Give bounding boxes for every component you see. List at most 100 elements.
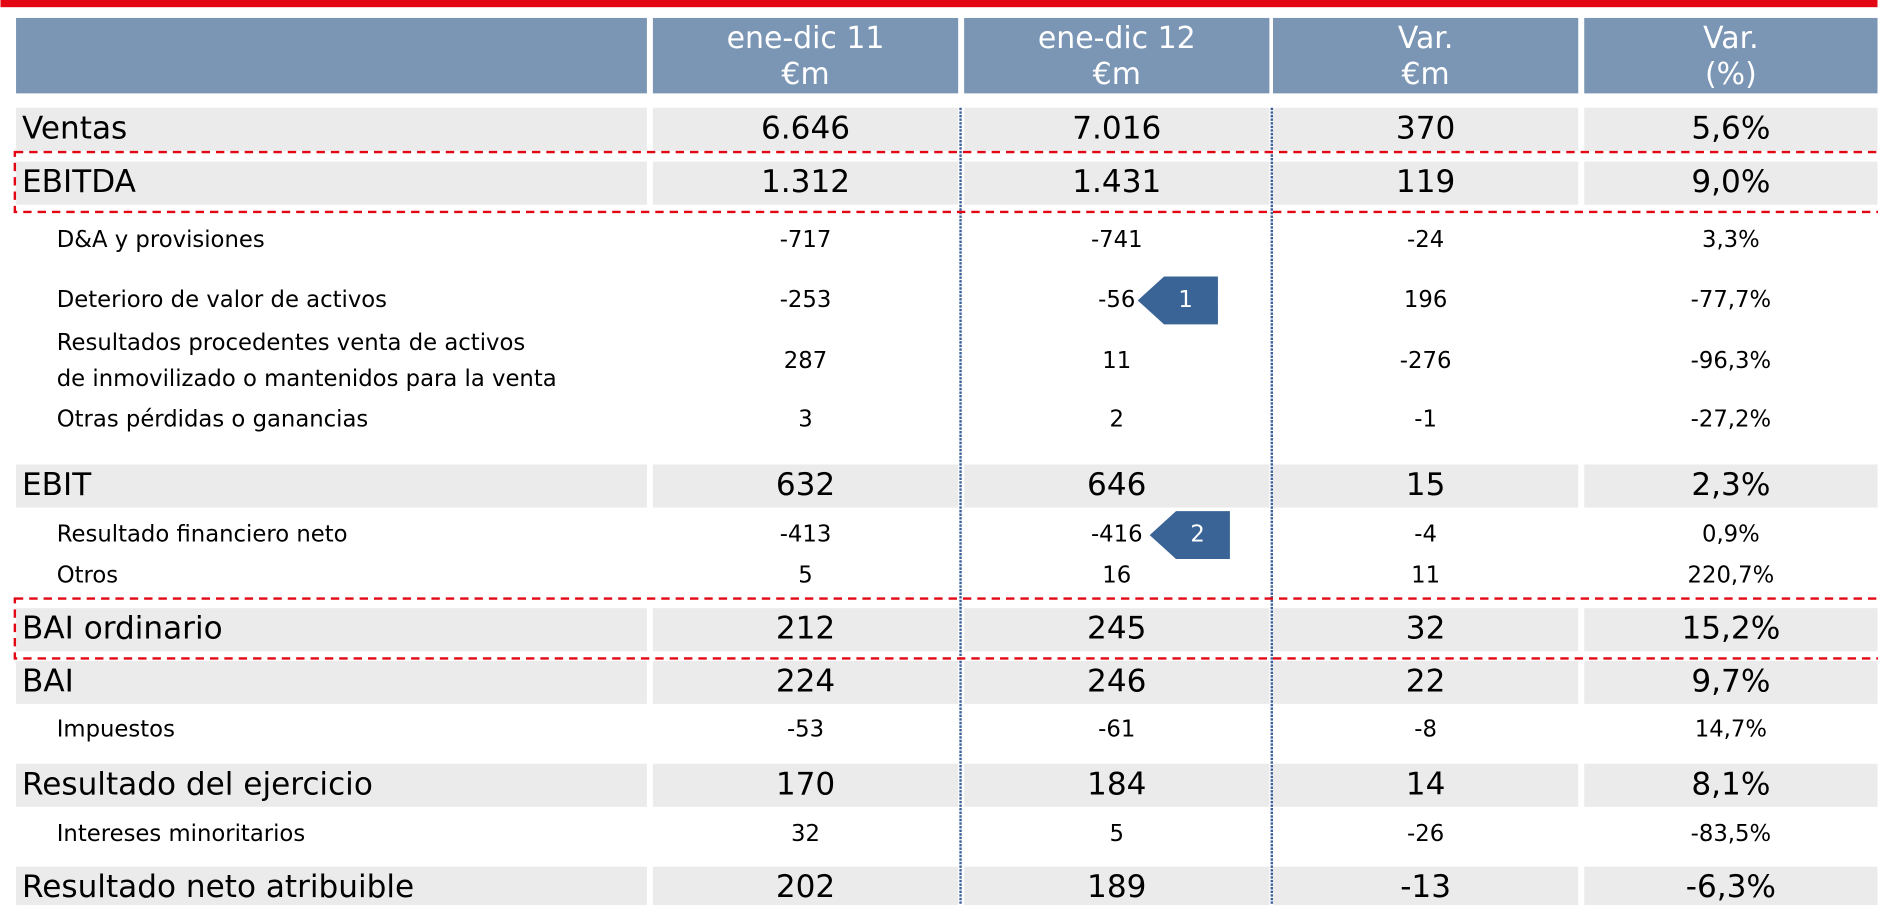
cell-value: 5 xyxy=(798,562,812,588)
callout-badge xyxy=(1149,511,1230,560)
header-text: €m xyxy=(1093,57,1141,92)
row-label: de inmovilizado o mantenidos para la ven… xyxy=(57,366,557,392)
cell-value: 3,3% xyxy=(1702,227,1760,253)
cell-value: -56 xyxy=(1098,287,1135,313)
cell-value: 22 xyxy=(1406,663,1446,699)
cell-value: -13 xyxy=(1400,869,1451,905)
cell-value: 1.312 xyxy=(761,164,850,200)
highlight-box xyxy=(13,150,1878,214)
header-cell xyxy=(1584,17,1878,94)
cell-value: 224 xyxy=(776,663,835,699)
row-band xyxy=(652,161,959,205)
row-band xyxy=(1584,161,1878,205)
cell-value: -413 xyxy=(780,522,832,548)
cell-value: -416 xyxy=(1091,522,1143,548)
row-label: EBIT xyxy=(22,467,92,503)
cell-value: 15,2% xyxy=(1681,611,1780,647)
row-band xyxy=(964,866,1270,905)
cell-value: 8,1% xyxy=(1691,766,1770,802)
header-text: €m xyxy=(781,57,829,92)
header-text: €m xyxy=(1402,57,1450,92)
cell-value: 7.016 xyxy=(1072,110,1161,146)
row-label: Intereses minoritarios xyxy=(57,821,305,847)
cell-value: 245 xyxy=(1087,611,1146,647)
cell-value: 32 xyxy=(1406,611,1446,647)
cell-value: 646 xyxy=(1087,467,1146,503)
cell-value: 184 xyxy=(1087,766,1146,802)
callout-badge xyxy=(1137,276,1218,325)
cell-value: 287 xyxy=(784,348,827,374)
header-cell xyxy=(1272,17,1579,94)
header-cell xyxy=(964,17,1270,94)
cell-value: -83,5% xyxy=(1691,821,1771,847)
cell-value: 1.431 xyxy=(1072,164,1161,200)
cell-value: 220,7% xyxy=(1688,562,1775,588)
cell-value: -6,3% xyxy=(1686,869,1776,905)
cell-value: -1 xyxy=(1414,407,1437,433)
cell-value: -24 xyxy=(1407,227,1444,253)
row-band xyxy=(1272,866,1579,905)
cell-value: 370 xyxy=(1396,110,1455,146)
header-cell xyxy=(652,17,959,94)
cell-value: -96,3% xyxy=(1691,348,1771,374)
cell-value: 32 xyxy=(791,821,820,847)
row-band xyxy=(1272,763,1579,807)
row-band xyxy=(964,161,1270,205)
row-band xyxy=(16,464,647,508)
row-band xyxy=(1272,161,1579,205)
row-band xyxy=(1584,763,1878,807)
cell-value: -53 xyxy=(787,717,824,743)
cell-value: 6.646 xyxy=(761,110,850,146)
row-label: Resultados procedentes venta de activos xyxy=(57,330,526,356)
cell-value: -717 xyxy=(780,227,832,253)
row-band xyxy=(1584,660,1878,704)
cell-value: 5,6% xyxy=(1691,110,1770,146)
cell-value: 170 xyxy=(776,766,835,802)
header-text: Var. xyxy=(1703,21,1759,56)
cell-value: -61 xyxy=(1098,717,1135,743)
row-band xyxy=(964,660,1270,704)
row-band xyxy=(652,763,959,807)
cell-value: 3 xyxy=(798,407,812,433)
highlight-box xyxy=(13,597,1878,660)
cell-value: 5 xyxy=(1110,821,1124,847)
cell-value: 2 xyxy=(1110,407,1124,433)
header-text: Var. xyxy=(1398,21,1454,56)
cell-value: 16 xyxy=(1102,562,1131,588)
callout-number: 2 xyxy=(1190,522,1204,548)
row-label: Otros xyxy=(57,562,118,588)
row-label: BAI ordinario xyxy=(22,611,223,647)
header-text: (%) xyxy=(1705,57,1757,92)
cell-value: 14,7% xyxy=(1695,717,1767,743)
cell-value: 0,9% xyxy=(1702,522,1760,548)
row-band xyxy=(652,866,959,905)
header-text: ene-dic 11 xyxy=(727,21,885,56)
cell-value: -8 xyxy=(1414,717,1437,743)
cell-value: -276 xyxy=(1400,348,1452,374)
row-band xyxy=(16,608,647,652)
cell-value: -4 xyxy=(1414,522,1437,548)
cell-value: -253 xyxy=(780,287,832,313)
row-band xyxy=(16,161,647,205)
row-label: Deterioro de valor de activos xyxy=(57,287,387,313)
row-label: Ventas xyxy=(22,110,127,146)
row-band xyxy=(1272,660,1579,704)
row-label: Impuestos xyxy=(57,717,175,743)
row-band xyxy=(964,464,1270,508)
cell-value: 15 xyxy=(1406,467,1446,503)
row-band xyxy=(1584,464,1878,508)
row-band xyxy=(1272,107,1579,151)
row-band xyxy=(16,660,647,704)
row-band xyxy=(1584,107,1878,151)
cell-value: 2,3% xyxy=(1691,467,1770,503)
cell-value: -741 xyxy=(1091,227,1143,253)
cell-value: 189 xyxy=(1087,869,1146,905)
row-band xyxy=(16,763,647,807)
cell-value: 11 xyxy=(1102,348,1131,374)
cell-value: 632 xyxy=(776,467,835,503)
row-band xyxy=(1272,464,1579,508)
cell-value: 202 xyxy=(776,869,835,905)
row-label: D&A y provisiones xyxy=(57,227,265,253)
cell-value: 14 xyxy=(1406,766,1446,802)
